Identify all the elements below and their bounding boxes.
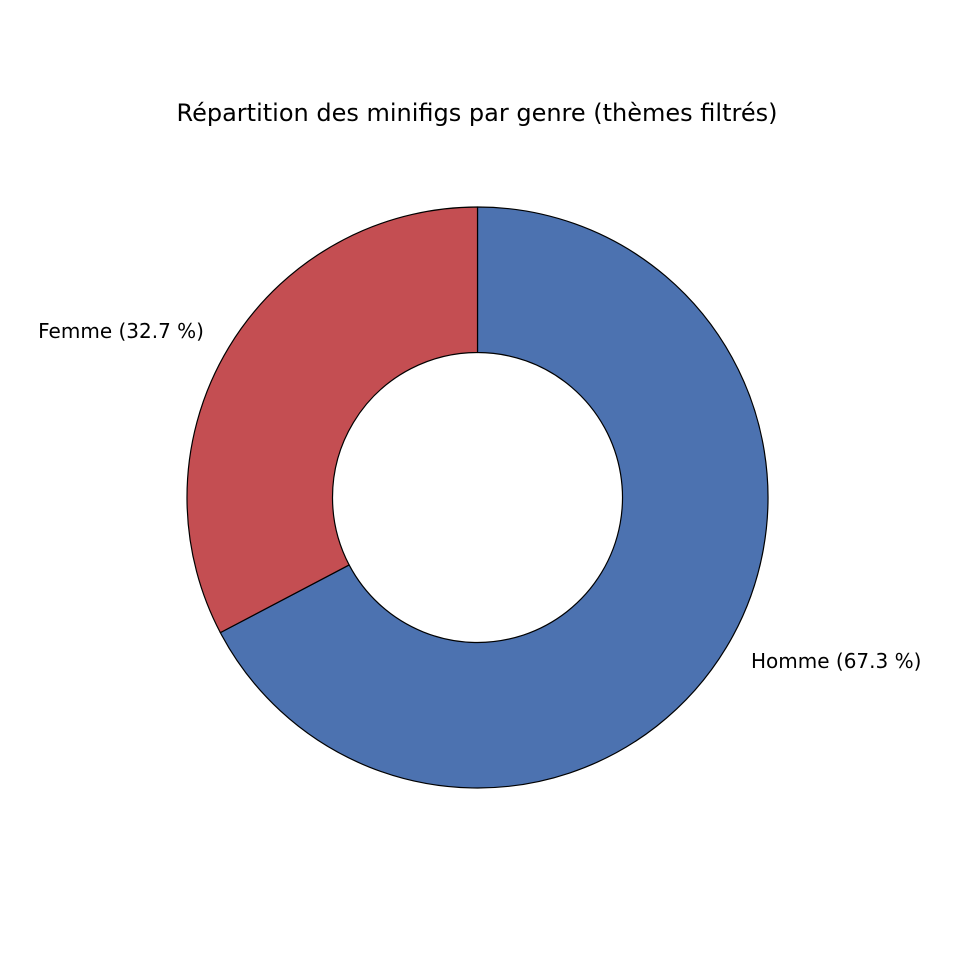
- slice-label-femme: Femme (32.7 %): [38, 319, 204, 343]
- slice-label-homme: Homme (67.3 %): [751, 649, 921, 673]
- slices-group: [186, 206, 769, 789]
- slice-homme: [219, 206, 769, 789]
- labels-group: Homme (67.3 %) Femme (32.7 %): [38, 319, 921, 673]
- chart-title: Répartition des minifigs par genre (thèm…: [177, 99, 778, 127]
- slice-femme: [186, 206, 479, 634]
